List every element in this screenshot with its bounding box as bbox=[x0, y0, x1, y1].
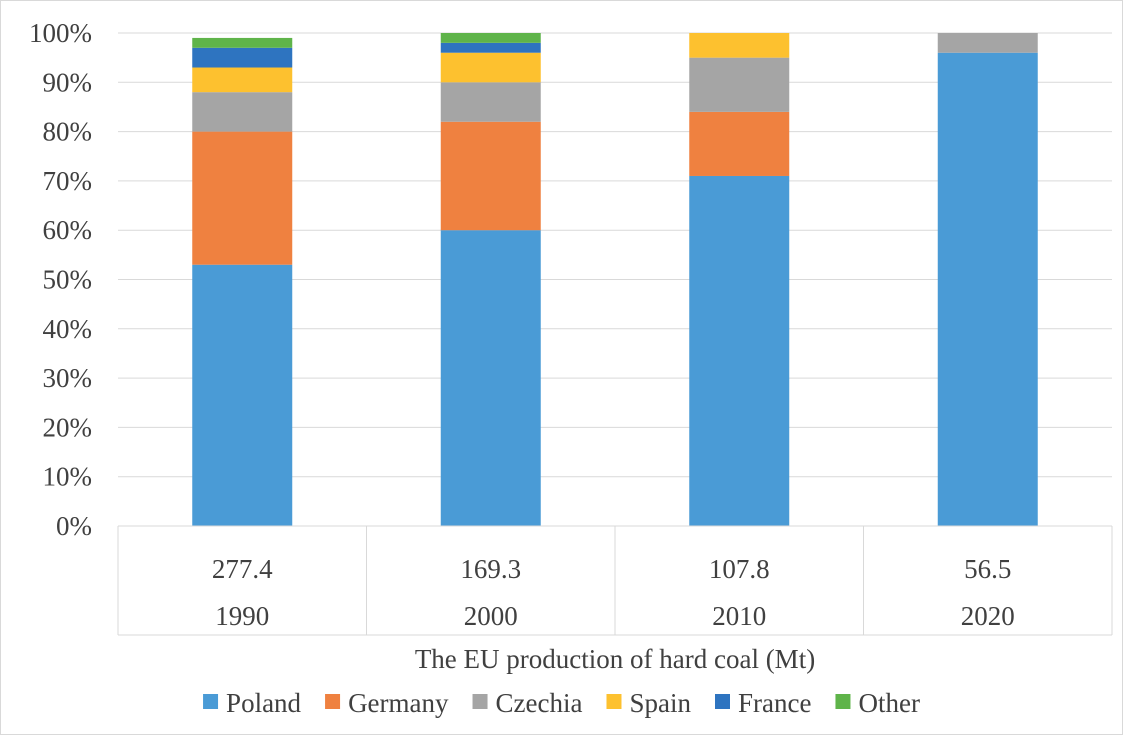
legend-swatch-spain bbox=[606, 694, 622, 709]
x-tick-label: 2000 bbox=[464, 601, 518, 631]
y-tick-label: 100% bbox=[29, 18, 92, 48]
bar-segment-czechia bbox=[192, 92, 293, 132]
bar-segment-other bbox=[192, 37, 293, 48]
legend-swatch-germany bbox=[325, 694, 341, 709]
y-tick-label: 40% bbox=[43, 314, 93, 344]
bar-segment-other bbox=[440, 33, 541, 43]
y-tick-label: 60% bbox=[43, 215, 93, 245]
bar-segment-france bbox=[440, 42, 541, 53]
legend-label-france: France bbox=[738, 688, 811, 718]
legend-swatch-other bbox=[835, 694, 851, 709]
category-total-label: 56.5 bbox=[964, 554, 1011, 584]
legend-swatch-poland bbox=[203, 694, 219, 709]
legend: Poland Germany Czechia Spain France Other bbox=[203, 688, 920, 718]
x-tick-label: 1990 bbox=[215, 601, 269, 631]
bar-segment-spain bbox=[440, 52, 541, 83]
y-tick-label: 70% bbox=[43, 166, 93, 196]
bar-segment-poland bbox=[192, 264, 293, 526]
bar-segment-germany bbox=[440, 121, 541, 231]
bar-segment-spain bbox=[192, 67, 293, 93]
bar-segment-germany bbox=[192, 131, 293, 265]
y-tick-label: 20% bbox=[43, 412, 93, 442]
y-tick-label: 80% bbox=[43, 117, 93, 147]
legend-swatch-france bbox=[715, 694, 730, 709]
y-tick-label: 90% bbox=[43, 67, 93, 97]
legend-swatch-czechia bbox=[472, 694, 488, 709]
x-axis-title: The EU production of hard coal (Mt) bbox=[415, 644, 815, 674]
category-total-label: 107.8 bbox=[709, 554, 770, 584]
y-tick-label: 0% bbox=[56, 511, 92, 541]
y-tick-label: 50% bbox=[43, 265, 93, 295]
bar-segment-france bbox=[192, 47, 293, 68]
x-tick-label: 2020 bbox=[961, 601, 1015, 631]
category-total-label: 277.4 bbox=[212, 554, 273, 584]
bar-segment-czechia bbox=[689, 57, 790, 112]
category-total-label: 169.3 bbox=[460, 554, 521, 584]
x-tick-label: 2010 bbox=[712, 601, 766, 631]
bars bbox=[192, 33, 1038, 526]
bar-segment-poland bbox=[937, 52, 1038, 526]
bar-segment-czechia bbox=[937, 33, 1038, 53]
bar-segment-germany bbox=[689, 111, 790, 176]
axes: 0% 10% 20% 30% 40% 50% 60% 70% 80% 90% 100% 277.4 19… bbox=[29, 18, 1113, 636]
y-tick-label: 30% bbox=[43, 363, 93, 393]
bar-segment-poland bbox=[689, 175, 790, 526]
legend-label-czechia: Czechia bbox=[496, 688, 583, 718]
legend-label-other: Other bbox=[858, 688, 919, 718]
legend-label-spain: Spain bbox=[629, 688, 691, 718]
bar-segment-poland bbox=[440, 230, 541, 526]
bar-segment-czechia bbox=[440, 82, 541, 122]
bar-segment-spain bbox=[689, 33, 790, 58]
legend-label-poland: Poland bbox=[226, 688, 302, 718]
legend-label-germany: Germany bbox=[348, 688, 449, 718]
y-tick-label: 10% bbox=[43, 462, 93, 492]
